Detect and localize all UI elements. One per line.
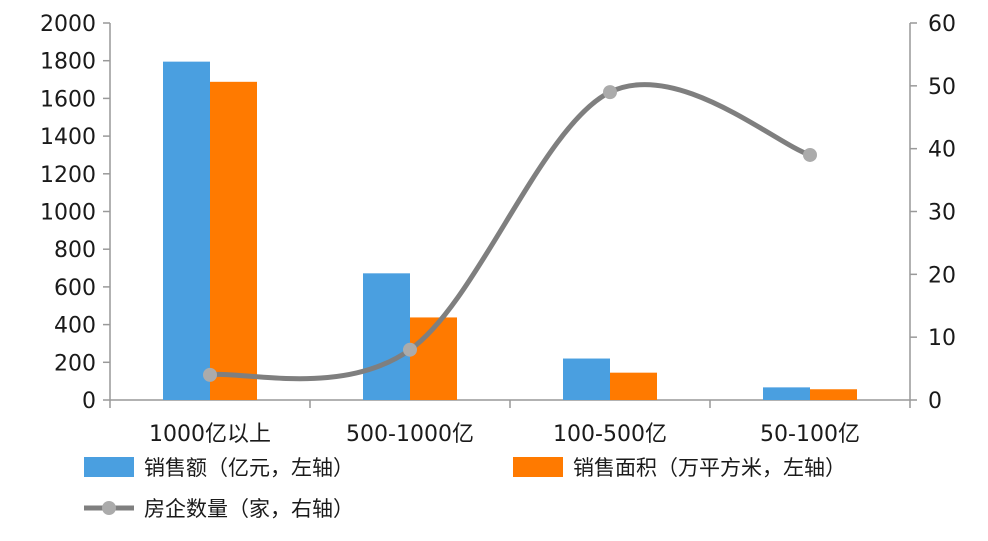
left-axis-tick-label: 1600 bbox=[40, 87, 96, 112]
left-axis-tick-label: 400 bbox=[54, 314, 96, 339]
left-axis-tick-label: 1200 bbox=[40, 163, 96, 188]
left-axis-tick-label: 0 bbox=[82, 389, 96, 414]
right-axis-tick-label: 50 bbox=[928, 75, 956, 100]
sales-area-bar bbox=[210, 81, 257, 400]
company-count-point bbox=[203, 367, 217, 382]
left-axis-tick-label: 1400 bbox=[40, 125, 96, 150]
legend: 销售额（亿元，左轴） 销售面积（万平方米，左轴） 房企数量（家，右轴） bbox=[84, 456, 846, 521]
legend-item-sales-amount: 销售额（亿元，左轴） bbox=[84, 456, 354, 480]
sales-area-bar bbox=[810, 389, 857, 400]
x-axis-category-label: 50-100亿 bbox=[760, 422, 860, 447]
right-axis-tick-label: 60 bbox=[928, 12, 956, 37]
right-axis-tick-label: 30 bbox=[928, 201, 956, 226]
legend-label: 销售面积（万平方米，左轴） bbox=[573, 456, 846, 480]
company-count-line bbox=[207, 82, 813, 382]
sales-amount-bar bbox=[163, 61, 210, 400]
sales-amount-bar bbox=[563, 358, 610, 400]
line-series bbox=[203, 82, 817, 382]
sales-amount-bar bbox=[763, 387, 810, 400]
right-axis-tick-label: 40 bbox=[928, 138, 956, 163]
company-count-point bbox=[803, 147, 817, 162]
legend-swatch bbox=[84, 457, 134, 477]
right-axis-tick-label: 0 bbox=[928, 389, 942, 414]
legend-label: 销售额（亿元，左轴） bbox=[144, 456, 354, 480]
legend-item-company-count: 房企数量（家，右轴） bbox=[84, 497, 354, 521]
left-axis-tick-label: 600 bbox=[54, 276, 96, 301]
left-axis-tick-label: 1000 bbox=[40, 201, 96, 226]
left-axis-tick-label: 200 bbox=[54, 351, 96, 376]
company-count-point bbox=[603, 85, 617, 100]
legend-marker bbox=[102, 501, 116, 515]
right-axis-tick-label: 10 bbox=[928, 326, 956, 351]
sales-amount-bar bbox=[363, 273, 410, 400]
left-axis-tick-label: 2000 bbox=[40, 12, 96, 37]
x-axis-category-label: 1000亿以上 bbox=[149, 422, 271, 447]
legend-swatch bbox=[513, 457, 563, 477]
left-axis-tick-label: 1800 bbox=[40, 50, 96, 75]
right-axis-tick-label: 20 bbox=[928, 263, 956, 288]
legend-item-sales-area: 销售面积（万平方米，左轴） bbox=[513, 456, 846, 480]
legend-label: 房企数量（家，右轴） bbox=[144, 497, 354, 521]
x-axis-category-label: 500-1000亿 bbox=[346, 422, 474, 447]
sales-area-bar bbox=[610, 372, 657, 400]
company-count-point bbox=[403, 342, 417, 357]
axes: 0 200 400 600 800 1000 1200 1400 1600 1800 2000 0 10… bbox=[40, 12, 956, 447]
left-axis-tick-label: 800 bbox=[54, 238, 96, 263]
x-axis-category-label: 100-500亿 bbox=[553, 422, 667, 447]
bars bbox=[163, 61, 857, 400]
